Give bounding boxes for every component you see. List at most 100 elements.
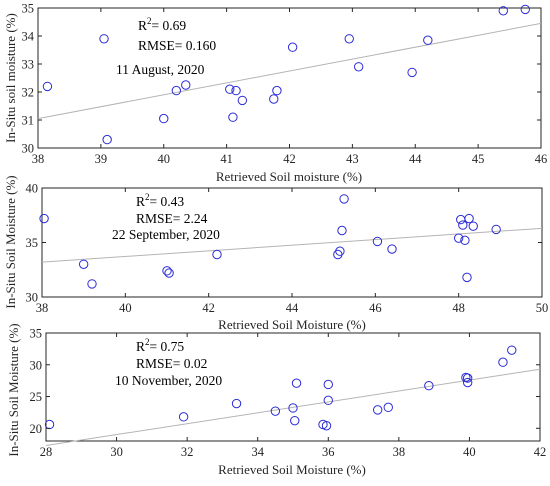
panel-2-point-11 <box>372 236 383 247</box>
panel-2-x-tick-label: 42 <box>202 301 215 315</box>
panel-2-r2-annotation: R2= 0.43 <box>136 192 184 209</box>
panel-3-x-tick-label: 36 <box>322 445 335 459</box>
panel-1-point-5 <box>171 85 182 96</box>
panel-1-x-tick-label: 39 <box>95 152 108 166</box>
panel-2-point-2 <box>78 259 89 269</box>
panel-1-x-axis-label: Retrieved Soil moisture (%) <box>216 169 362 184</box>
panel-3-x-tick-label: 38 <box>393 445 406 459</box>
panel-1-r2-annotation: R2= 0.69 <box>138 16 186 33</box>
panel-3-point-19 <box>507 345 517 355</box>
panel-1-date-annotation: 11 August, 2020 <box>116 62 205 77</box>
panel-1-point-7 <box>225 84 235 94</box>
panel-2-r2-exponent: 2 <box>145 192 150 202</box>
panel-3-points <box>44 345 517 431</box>
panel-1-point-15 <box>353 62 364 72</box>
panel-2-date-annotation: 22 September, 2020 <box>112 227 220 242</box>
panel-3-point-13 <box>383 402 393 413</box>
panel-2-point-1 <box>39 213 49 224</box>
panel-2-point-17 <box>462 272 472 283</box>
panel-2-point-3 <box>87 279 97 289</box>
panel-3-point-18 <box>498 357 508 367</box>
panel-2-point-8 <box>335 246 345 256</box>
panel-3-x-tick-label: 34 <box>251 445 264 459</box>
panel-1-point-17 <box>423 35 433 45</box>
panel-3-x-axis-label: Retrieved Soil Moisture (%) <box>218 462 366 477</box>
panel-3-ticks: 28 30 32 34 36 38 40 42 20 25 30 35 <box>30 327 547 460</box>
panel-3-point-3 <box>231 398 242 409</box>
panel-1-y-tick-label: 31 <box>22 114 35 128</box>
panel-2-x-tick-label: 40 <box>119 301 132 315</box>
panel-3-fit-line <box>45 368 541 446</box>
panel-2-x-tick-label: 44 <box>286 301 299 315</box>
panel-2-x-tick-label: 38 <box>36 301 49 315</box>
panel-1-x-tick-label: 38 <box>32 152 45 166</box>
panel-1-point-11 <box>269 94 279 104</box>
panel-1-point-4 <box>159 113 169 124</box>
panel-3-r2-value: = 0.75 <box>150 339 185 354</box>
panel-3-y-tick-label: 20 <box>30 422 43 436</box>
panel-2-point-9 <box>337 225 347 236</box>
panel-1-point-8 <box>228 112 238 122</box>
panel-1-point-12 <box>272 85 282 96</box>
panel-1-r2-exponent: 2 <box>147 16 152 26</box>
panel-3-point-1 <box>44 419 55 430</box>
panel-2-r2-prefix: R <box>136 194 145 209</box>
panel-2-point-12 <box>387 244 397 254</box>
panel-2-point-15 <box>458 220 468 230</box>
panel-2-point-5 <box>164 268 174 278</box>
panel-1-point-1 <box>42 81 53 92</box>
panel-2-x-tick-label: 46 <box>369 301 382 315</box>
panel-3-plot-frame <box>45 332 541 442</box>
panel-3-point-12 <box>372 405 383 415</box>
panel-3-point-4 <box>270 406 281 416</box>
panel-2-point-18 <box>464 213 474 224</box>
panel-2-y-axis-label: In-Situ Soil Moisture (%) <box>3 175 18 308</box>
panel-2-x-tick-label: 50 <box>536 301 549 315</box>
panel-3-point-11 <box>323 379 333 390</box>
panel-1-y-tick-label: 34 <box>22 30 35 44</box>
panel-1-ticks: 38 39 40 41 42 43 44 45 46 30 31 32 33 34 35 <box>22 2 548 167</box>
panel-2-point-19 <box>468 221 478 231</box>
panel-2-point-20 <box>491 224 501 235</box>
panel-1-point-6 <box>181 80 191 90</box>
panel-3-point-7 <box>291 378 302 388</box>
panel-3-r2-exponent: 2 <box>145 337 150 347</box>
panel-3-date-annotation: 10 November, 2020 <box>115 373 222 388</box>
panel-1-point-18 <box>498 6 508 16</box>
panel-3-point-10 <box>323 395 333 406</box>
panel-3: 28 30 32 34 36 38 40 42 20 25 30 35 R2= 0.75 RMSE= … <box>6 323 546 477</box>
panel-2-point-4 <box>162 266 172 276</box>
panel-1-y-axis-label: In-Situ soil moisture (%) <box>3 13 18 143</box>
panel-1-point-16 <box>407 67 417 78</box>
panel-1-point-13 <box>287 42 298 52</box>
panel-1-r2-prefix: R <box>138 18 147 33</box>
panel-2-point-10 <box>339 194 349 204</box>
panel-1-points <box>42 4 530 145</box>
panel-2-point-6 <box>212 249 222 260</box>
panel-1-point-2 <box>99 34 109 44</box>
panel-2-ticks: 38 40 42 44 46 48 50 30 35 40 <box>26 182 549 316</box>
panel-2-r2-value: = 0.43 <box>150 194 185 209</box>
panel-3-point-6 <box>290 415 300 426</box>
panel-3-rmse-annotation: RMSE= 0.02 <box>136 356 207 371</box>
panel-1-x-tick-label: 42 <box>283 152 296 166</box>
panel-3-point-16 <box>462 377 473 388</box>
panel-1-y-tick-label: 32 <box>22 86 35 100</box>
panel-2: 38 40 42 44 46 48 50 30 35 40 R2= 0.43 RMSE= 2.24… <box>3 175 548 332</box>
panel-2-x-axis-label: Retrieved Soil Moisture (%) <box>218 317 366 332</box>
panel-2-x-tick-label: 48 <box>452 301 465 315</box>
panel-1-point-3 <box>102 134 112 145</box>
panel-3-r2-prefix: R <box>136 339 145 354</box>
panel-3-point-14 <box>424 381 434 391</box>
panel-2-plot-frame <box>41 187 543 298</box>
panel-1-y-tick-label: 33 <box>22 58 35 72</box>
panel-3-y-axis-label: In-Situ Soil Moisture (%) <box>6 323 21 456</box>
panel-1-rmse-annotation: RMSE= 0.160 <box>138 38 216 53</box>
panel-3-x-tick-label: 28 <box>40 445 53 459</box>
panel-1-x-tick-label: 43 <box>346 152 359 166</box>
panel-1-x-tick-label: 44 <box>409 152 422 166</box>
panel-2-y-tick-label: 40 <box>26 182 39 196</box>
panel-3-x-tick-label: 42 <box>534 445 547 459</box>
panel-3-r2-annotation: R2= 0.75 <box>136 337 184 354</box>
